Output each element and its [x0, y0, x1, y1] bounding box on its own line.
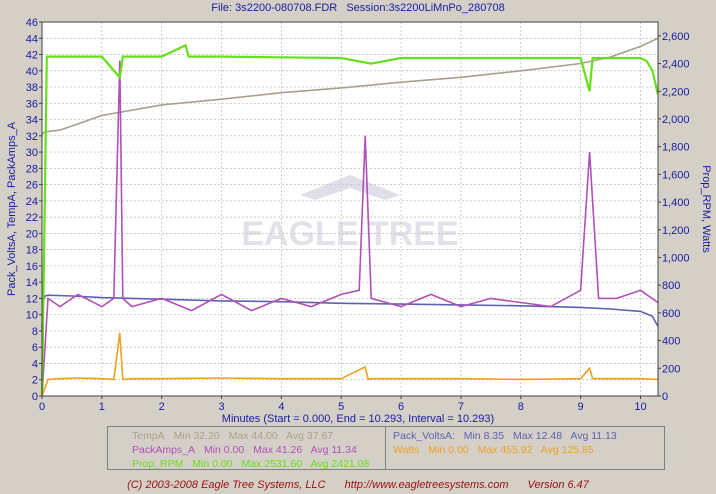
x-tick-label: 5 — [338, 401, 344, 413]
y-left-tick-label: 12 — [26, 293, 38, 305]
file-name: File: 3s2200-080708.FDR — [211, 2, 338, 14]
y-right-tick-label: 1,000 — [662, 252, 690, 264]
legend-max: Max 455.92 — [477, 444, 533, 456]
x-tick-label: 2 — [159, 401, 165, 413]
legend-min: Min 8.35 — [463, 430, 505, 442]
legend-avg: Avg 11.34 — [310, 444, 357, 456]
legend-max: Max 12.48 — [513, 430, 563, 442]
y-left-tick-label: 32 — [26, 131, 38, 143]
x-axis-label: Minutes (Start = 0.000, End = 10.293, In… — [221, 413, 495, 425]
x-tick-label: 7 — [458, 401, 464, 413]
legend-row-proprpm: Prop_RPM Min 0.00 Max 2531.60 Avg 2421.0… — [132, 458, 375, 470]
y-right-tick-label: 1,600 — [662, 169, 690, 181]
legend-row-packamps: PackAmps_A Min 0.00 Max 41.26 Avg 11.34 — [132, 444, 363, 456]
y-right-tick-label: 200 — [662, 363, 680, 375]
y-right-tick-label: 2,400 — [662, 59, 690, 71]
session-name: Session:3s2200LiMnPo_280708 — [346, 2, 505, 14]
legend-max: Max 2531.60 — [241, 458, 303, 470]
series-line-packamps_a — [41, 60, 659, 397]
legend-name: TempA — [132, 430, 165, 442]
y-axis-left-label: Pack_VoltsA, TempA, PackAmps_A — [6, 121, 18, 296]
y-left-tick-label: 44 — [26, 33, 38, 45]
grid — [41, 21, 658, 397]
legend-row-tempa: TempA Min 32.20 Max 44.00 Avg 37.67 — [132, 430, 339, 442]
legend-name: Pack_VoltsA: — [393, 430, 455, 442]
website-link[interactable]: http://www.eagletreesystems.com — [344, 479, 509, 491]
legend-avg: Avg 37.67 — [286, 430, 334, 442]
version-text: Version 6.47 — [527, 479, 589, 491]
series-line-pack_voltsa — [41, 294, 659, 329]
y-left-tick-label: 46 — [26, 17, 38, 29]
y-left-tick-label: 24 — [26, 196, 38, 208]
y-right-tick-label: 1,400 — [662, 197, 690, 209]
plot-frame — [41, 21, 659, 397]
legend-avg: Avg 2421.08 — [310, 458, 370, 470]
y-left-tick-label: 34 — [26, 115, 38, 127]
plot-background — [42, 22, 658, 396]
legend-min: Min 0.00 — [203, 444, 245, 456]
legend: TempA Min 32.20 Max 44.00 Avg 37.67 Pack… — [107, 426, 665, 470]
legend-min: Min 0.00 — [192, 458, 233, 470]
series-line-tempa — [41, 37, 659, 135]
y-left-tick-label: 36 — [26, 98, 38, 110]
y-left-tick-label: 16 — [26, 261, 38, 273]
y-left-tick-label: 18 — [26, 245, 38, 257]
y-left-tick-label: 38 — [26, 82, 38, 94]
legend-min: Min 32.20 — [173, 430, 220, 442]
y-left-tick-label: 40 — [26, 66, 38, 78]
legend-name: PackAmps_A — [132, 444, 196, 456]
y-left-tick-label: 4 — [32, 358, 38, 370]
y-right-tick-label: 800 — [662, 280, 680, 292]
y-right-tick-label: 600 — [662, 308, 680, 320]
y-left-tick-label: 42 — [26, 50, 38, 62]
legend-row-watts: Watts Min 0.00 Max 455.92 Avg 125.85 — [393, 444, 600, 456]
y-left-tick-label: 26 — [26, 180, 38, 192]
x-tick-label: 6 — [398, 401, 404, 413]
y-left-tick-label: 22 — [26, 212, 38, 224]
y-left-tick-label: 14 — [26, 277, 38, 289]
x-tick-label: 4 — [278, 401, 284, 413]
y-left-tick-label: 10 — [26, 310, 38, 322]
y-right-tick-label: 2,000 — [662, 114, 690, 126]
y-left-tick-label: 28 — [26, 163, 38, 175]
x-tick-label: 1 — [99, 401, 105, 413]
footer: (C) 2003-2008 Eagle Tree Systems, LLC ht… — [0, 479, 716, 491]
legend-min: Min 0.00 — [428, 444, 469, 456]
series-line-prop_rpm — [40, 43, 659, 397]
y-left-tick-label: 6 — [32, 342, 38, 354]
legend-avg: Avg 125.85 — [540, 444, 594, 456]
svg-text:EAGLE TREE: EAGLE TREE — [241, 215, 458, 253]
chart-header: File: 3s2200-080708.FDR Session:3s2200Li… — [0, 2, 716, 14]
copyright-text: (C) 2003-2008 Eagle Tree Systems, LLC — [127, 479, 326, 491]
y-left-tick-label: 20 — [26, 228, 38, 240]
x-tick-label: 10 — [634, 401, 646, 413]
series-line-watts — [41, 332, 658, 397]
legend-divider — [385, 427, 386, 469]
y-left-tick-label: 0 — [32, 391, 38, 403]
eagle-tree-watermark-logo: EAGLE TREE — [241, 175, 459, 253]
legend-row-packvolts: Pack_VoltsA: Min 8.35 Max 12.48 Avg 11.1… — [393, 430, 623, 442]
legend-max: Max 44.00 — [228, 430, 278, 442]
axes: 0246810121416182022242628303234363840424… — [26, 17, 690, 413]
y-left-tick-label: 2 — [32, 375, 38, 387]
legend-name: Prop_RPM — [132, 458, 184, 470]
legend-avg: Avg 11.13 — [570, 430, 617, 442]
y-right-tick-label: 1,200 — [662, 225, 690, 237]
x-tick-label: 3 — [218, 401, 224, 413]
legend-max: Max 41.26 — [253, 444, 303, 456]
x-tick-label: 8 — [518, 401, 524, 413]
x-tick-label: 9 — [578, 401, 584, 413]
legend-name: Watts — [393, 444, 420, 456]
x-tick-label: 0 — [39, 401, 45, 413]
y-right-tick-label: 0 — [662, 391, 668, 403]
y-left-tick-label: 30 — [26, 147, 38, 159]
y-right-tick-label: 400 — [662, 336, 680, 348]
y-right-tick-label: 2,600 — [662, 31, 690, 43]
y-right-tick-label: 1,800 — [662, 142, 690, 154]
series-lines — [40, 37, 659, 397]
y-right-tick-label: 2,200 — [662, 86, 690, 98]
y-left-tick-label: 8 — [32, 326, 38, 338]
y-axis-right-label: Prop_RPM, Watts — [700, 165, 712, 253]
